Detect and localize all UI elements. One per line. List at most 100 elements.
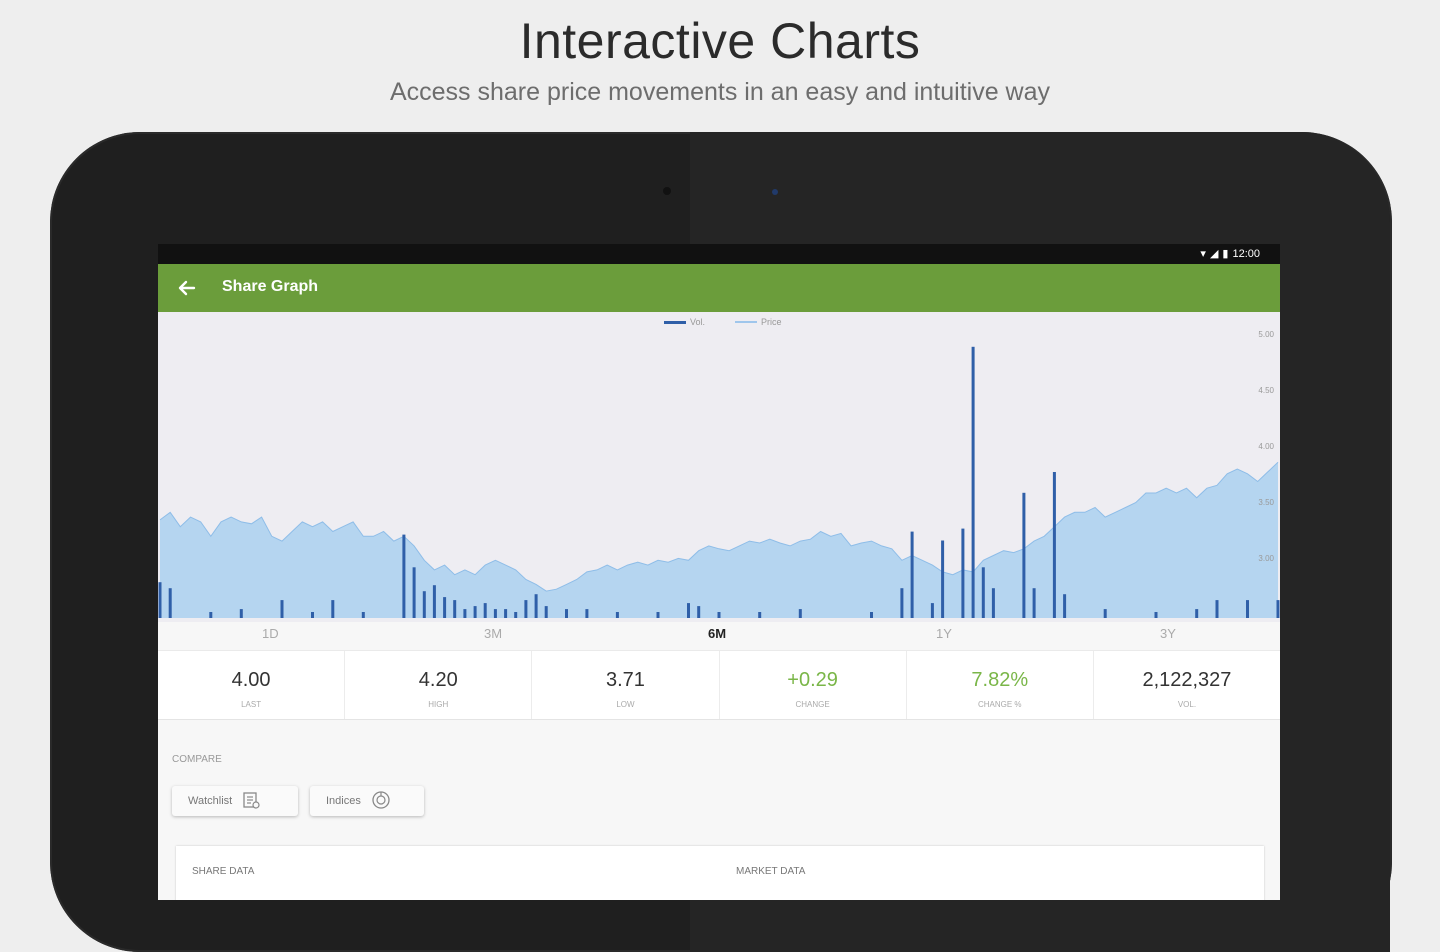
device-screen: ▾ ◢ ▮ 12:00 Share Graph Vol. Price 5.00 … bbox=[158, 244, 1280, 900]
status-bar: ▾ ◢ ▮ 12:00 bbox=[158, 244, 1280, 264]
watchlist-icon bbox=[242, 791, 260, 812]
volume-bar bbox=[463, 609, 467, 618]
stat-change-percent: 7.82% CHANGE % bbox=[907, 651, 1094, 719]
price-line bbox=[159, 461, 1279, 592]
stat-value: +0.29 bbox=[787, 669, 838, 691]
stat-value: 7.82% bbox=[971, 669, 1029, 691]
stat-label: CHANGE bbox=[795, 700, 830, 709]
range-1y[interactable]: 1Y bbox=[936, 626, 952, 641]
range-6m[interactable]: 6M bbox=[708, 626, 727, 641]
price-swatch bbox=[735, 321, 758, 323]
volume-bar bbox=[311, 612, 314, 618]
compare-label: COMPARE bbox=[172, 754, 222, 765]
volume-bar bbox=[504, 609, 508, 618]
volume-bar bbox=[239, 609, 243, 618]
volume-bar bbox=[798, 609, 802, 618]
range-3m[interactable]: 3M bbox=[484, 626, 503, 641]
volume-bar bbox=[168, 588, 172, 618]
promo-subline: Access share price movements in an easy … bbox=[389, 78, 1051, 106]
volume-bar bbox=[514, 612, 518, 618]
stat-high: 4.20 HIGH bbox=[345, 651, 533, 719]
legend-price: Price bbox=[735, 317, 782, 327]
volume-bar bbox=[615, 612, 619, 618]
legend-volume: Vol. bbox=[664, 317, 705, 327]
share-chart[interactable]: Vol. Price 5.00 4.50 4.00 3.50 3.00 bbox=[158, 312, 1280, 622]
stat-label: HIGH bbox=[428, 700, 449, 709]
data-card: SHARE DATA MARKET DATA bbox=[176, 846, 1264, 900]
stat-value: 3.71 bbox=[605, 669, 645, 691]
y-tick-label: 3.50 bbox=[1258, 498, 1274, 507]
watchlist-button-label: Watchlist bbox=[188, 795, 233, 807]
volume-bar bbox=[971, 346, 975, 618]
volume-bar bbox=[473, 606, 477, 618]
volume-bar bbox=[697, 606, 701, 618]
y-tick-label: 4.50 bbox=[1258, 386, 1274, 395]
indices-button[interactable]: Indices bbox=[310, 786, 424, 816]
volume-bar bbox=[158, 582, 162, 618]
legend-volume-label: Vol. bbox=[690, 317, 706, 327]
stat-label: VOL. bbox=[1177, 700, 1197, 709]
volume-bar bbox=[412, 567, 416, 618]
stat-label: LOW bbox=[616, 700, 635, 709]
volume-bar bbox=[1032, 588, 1036, 618]
volume-bar bbox=[1276, 600, 1280, 618]
stat-value: 2,122,327 bbox=[1142, 669, 1232, 691]
page-title: Share Graph bbox=[222, 278, 319, 295]
range-3y[interactable]: 3Y bbox=[1160, 626, 1176, 641]
volume-bar bbox=[1103, 609, 1107, 618]
back-arrow-icon[interactable] bbox=[172, 274, 200, 302]
volume-bar bbox=[565, 609, 568, 618]
volume-bar bbox=[717, 612, 721, 618]
chart-canvas bbox=[158, 346, 1280, 618]
stat-last: 4.00 LAST bbox=[158, 651, 346, 719]
indices-icon bbox=[371, 790, 391, 813]
stat-value: 4.20 bbox=[418, 669, 458, 691]
volume-bar bbox=[981, 567, 985, 618]
chart-legend: Vol. Price bbox=[664, 317, 782, 327]
market-data-label: MARKET DATA bbox=[736, 866, 806, 877]
range-1d[interactable]: 1D bbox=[262, 626, 279, 641]
range-selector: 1D 3M 6M 1Y 3Y bbox=[158, 622, 1280, 650]
volume-bar bbox=[870, 612, 873, 618]
watchlist-button[interactable]: Watchlist bbox=[172, 786, 298, 816]
volume-bar bbox=[443, 597, 447, 618]
volume-bar bbox=[209, 612, 213, 618]
volume-bar bbox=[422, 591, 426, 618]
volume-bar bbox=[1215, 600, 1219, 618]
y-tick-label: 4.00 bbox=[1258, 442, 1274, 451]
volume-bar bbox=[453, 600, 457, 618]
volume-bar bbox=[1154, 612, 1158, 618]
y-tick-label: 5.00 bbox=[1258, 330, 1274, 339]
front-camera bbox=[663, 187, 671, 195]
legend-price-label: Price bbox=[761, 317, 782, 327]
share-data-label: SHARE DATA bbox=[192, 866, 255, 877]
volume-bar bbox=[544, 606, 548, 618]
status-time: 12:00 bbox=[1232, 247, 1260, 260]
volume-bar bbox=[991, 588, 995, 618]
wifi-icon: ▾ bbox=[1200, 248, 1206, 260]
volume-bar bbox=[331, 600, 335, 618]
volume-bar bbox=[432, 585, 436, 618]
volume-bar bbox=[687, 603, 690, 618]
volume-bar bbox=[930, 603, 934, 618]
volume-bar bbox=[941, 540, 945, 618]
volume-bar bbox=[910, 531, 914, 618]
signal-icon: ◢ bbox=[1209, 248, 1219, 260]
stat-label: LAST bbox=[241, 700, 262, 709]
volume-bar bbox=[361, 612, 365, 618]
volume-bar bbox=[524, 600, 528, 618]
light-sensor bbox=[772, 189, 778, 195]
promo-headline: Interactive Charts bbox=[519, 13, 921, 69]
y-tick-label: 3.00 bbox=[1258, 554, 1274, 563]
volume-bar bbox=[483, 603, 487, 618]
volume-bar bbox=[585, 609, 589, 618]
stat-value: 4.00 bbox=[231, 669, 271, 691]
volume-bar bbox=[758, 612, 762, 618]
indices-button-label: Indices bbox=[326, 795, 361, 807]
app-bar: Share Graph bbox=[158, 264, 1280, 312]
volume-bar bbox=[1246, 600, 1249, 618]
volume-bar bbox=[280, 600, 284, 618]
stats-row: 4.00 LAST 4.20 HIGH 3.71 LOW +0.29 CHANG… bbox=[158, 650, 1280, 720]
volume-swatch bbox=[664, 320, 686, 324]
volume-bar bbox=[402, 534, 406, 618]
